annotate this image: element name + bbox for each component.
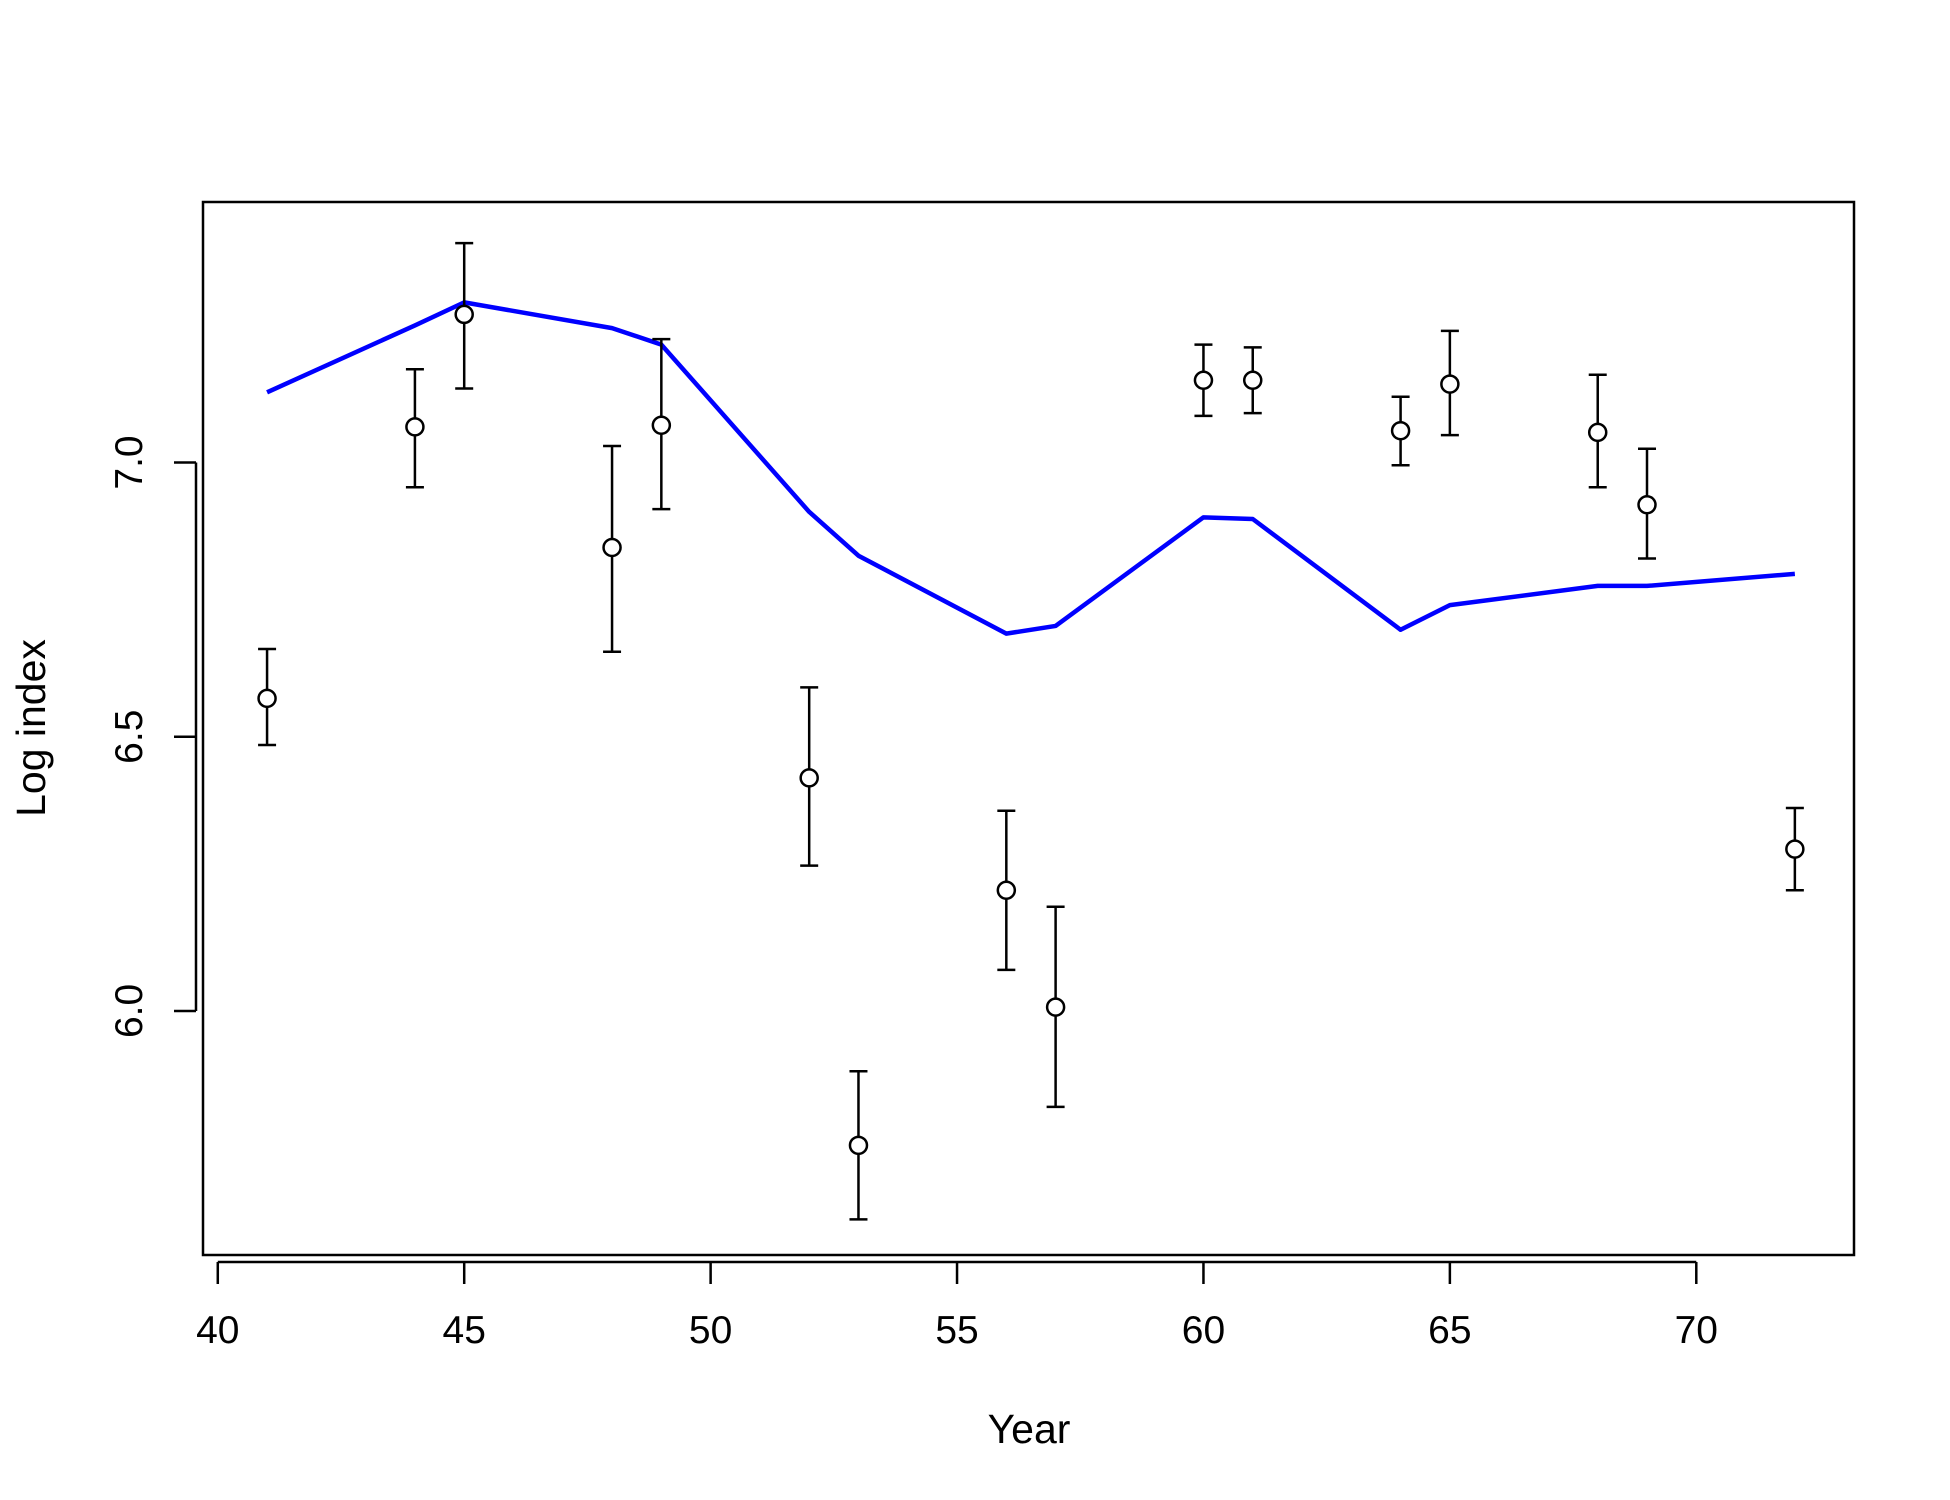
data-point-group (996, 809, 1017, 972)
data-point (257, 688, 277, 709)
data-point (848, 1135, 869, 1156)
data-point (405, 417, 425, 437)
plot-frame (201, 200, 1856, 1257)
data-point-group (257, 647, 277, 747)
x-tick-label: 50 (689, 1309, 732, 1352)
x-tick-label: 40 (196, 1309, 239, 1352)
data-point-group (602, 444, 622, 653)
x-tick-label: 55 (935, 1309, 978, 1352)
y-tick-label: 7.0 (108, 435, 151, 489)
data-point (1390, 420, 1411, 441)
data-point (1440, 374, 1460, 394)
data-point (1587, 422, 1608, 443)
data-point-group (1440, 329, 1460, 437)
x-tick-label: 65 (1428, 1309, 1471, 1352)
data-point-group (1390, 395, 1411, 467)
y-tick-label: 6.0 (108, 984, 151, 1038)
data-point (1242, 370, 1263, 390)
data-point-group (848, 1070, 869, 1221)
data-point (799, 768, 819, 788)
data-point (454, 304, 474, 325)
data-point-group (1587, 373, 1608, 489)
data-point (1193, 370, 1214, 390)
data-point (1785, 839, 1805, 859)
data-point-group (1193, 343, 1214, 418)
data-point-group (1045, 905, 1066, 1109)
x-axis-title: Year (988, 1406, 1071, 1452)
data-point (602, 537, 622, 558)
data-point (1637, 494, 1657, 515)
x-tick-label: 45 (443, 1309, 486, 1352)
data-point (1045, 997, 1066, 1017)
data-point-group (799, 686, 819, 867)
data-point-group (454, 241, 474, 390)
y-tick-label: 6.5 (108, 710, 151, 764)
data-point (996, 880, 1017, 901)
data-point-group (1637, 447, 1657, 560)
x-tick-label: 70 (1675, 1309, 1718, 1352)
fitted-line (266, 300, 1796, 636)
data-point-group (1785, 806, 1805, 892)
y-axis-title: Log index (8, 639, 54, 817)
x-tick-label: 60 (1182, 1309, 1225, 1352)
data-point-group (1242, 346, 1263, 415)
data-point-group (651, 337, 672, 511)
data-point-group (405, 368, 425, 489)
data-point (651, 415, 672, 435)
